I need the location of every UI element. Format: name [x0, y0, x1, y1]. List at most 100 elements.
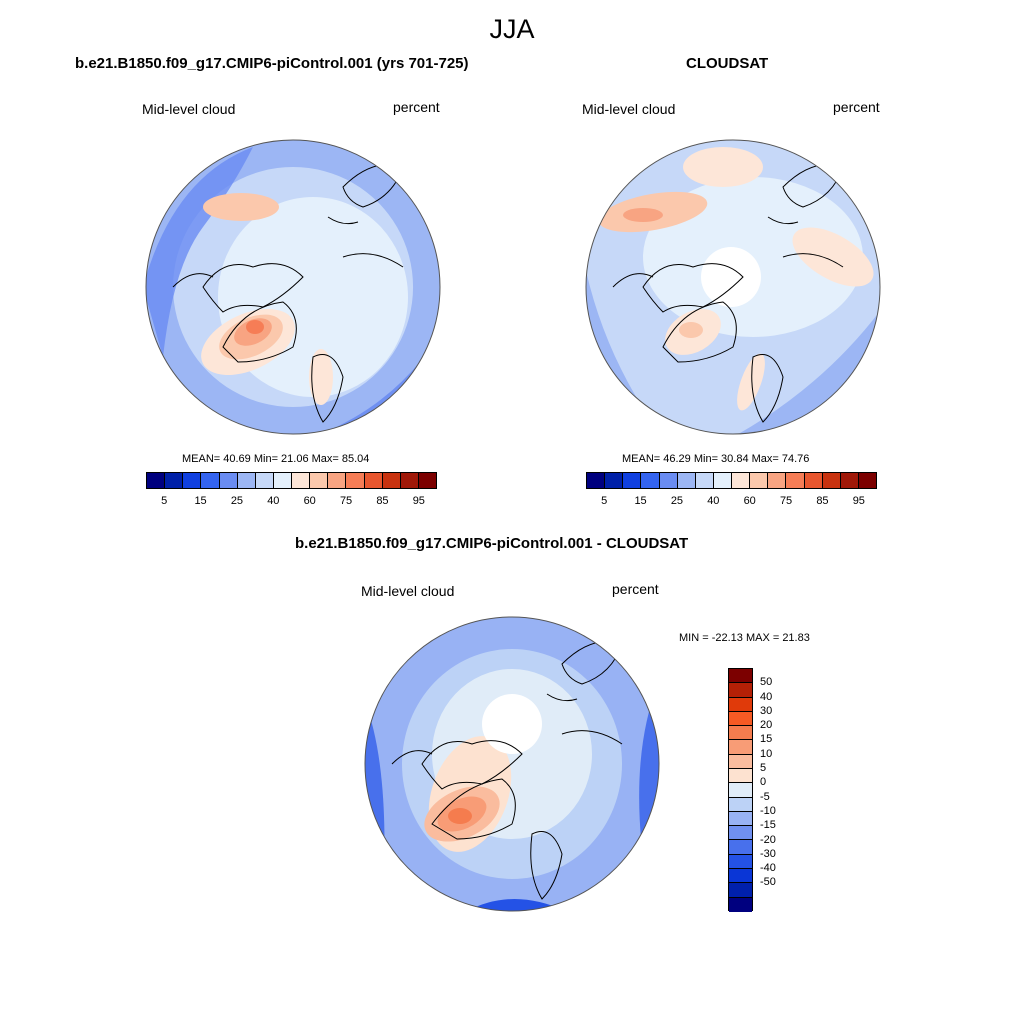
obs-coastline-4 [782, 164, 844, 208]
colorbar-tick-label: -20 [760, 833, 776, 846]
colorbar-swatch [729, 726, 752, 741]
colorbar-swatch [400, 473, 419, 488]
colorbar-swatch [183, 473, 202, 488]
colorbar-tick-label: 60 [743, 495, 756, 507]
colorbar-swatch [729, 868, 752, 884]
colorbar-tick-label: -15 [760, 819, 776, 832]
colorbar-tick-label: -10 [760, 804, 776, 817]
colorbar-swatch [840, 473, 859, 488]
colorbar-swatch [729, 711, 752, 727]
colorbar-tick-label: 25 [230, 495, 244, 507]
colorbar-tick-label: 75 [339, 495, 353, 507]
colorbar-swatch [328, 473, 347, 488]
model-coastline-3 [311, 354, 344, 423]
obs-asia-high-core [679, 322, 703, 338]
season-title: JJA [489, 14, 535, 44]
colorbar-swatch [786, 473, 805, 488]
colorbar-swatch [858, 473, 876, 488]
colorbar-tick-label: 15 [634, 495, 647, 507]
model-pacific-high [203, 193, 279, 221]
obs-panel-title: CLOUDSAT [686, 55, 769, 72]
diff-coastline-3 [530, 831, 563, 900]
colorbar-swatch [364, 473, 383, 488]
colorbar-swatch [677, 473, 696, 488]
colorbar-swatch [255, 473, 274, 488]
colorbar-swatch [273, 473, 292, 488]
model-scandinavia-high [309, 349, 333, 405]
colorbar-swatch [729, 740, 752, 755]
colorbar-swatch [418, 473, 436, 488]
colorbar-swatch [804, 473, 823, 488]
colorbar-swatch [729, 669, 752, 684]
colorbar-tick-label: 95 [852, 495, 865, 507]
colorbar-swatch [732, 473, 751, 488]
obs-colorbar-ticks: 5 15 25 40 60 75 85 95 [586, 495, 877, 509]
model-low-cloud-band [146, 147, 253, 357]
colorbar-tick-label: 20 [760, 719, 773, 732]
model-asia-high-4 [246, 320, 264, 334]
obs-coastline-5 [612, 216, 844, 288]
diff-colorbar-ticks: 50 40 30 20 15 10 5 0 -5 -10 -15 -20 -30 -40 -50 [760, 668, 800, 911]
diff-coastline-5 [391, 693, 623, 765]
model-variable-label: Mid-level cloud [142, 101, 236, 117]
diff-coastline-2 [431, 778, 516, 840]
colorbar-tick-label: 85 [816, 495, 829, 507]
obs-east-high [792, 227, 874, 287]
model-coastline-2 [222, 301, 297, 363]
colorbar-tick-label: 40 [707, 495, 720, 507]
colorbar-tick-label: -40 [760, 862, 776, 875]
colorbar-tick-label: 30 [760, 704, 773, 717]
diff-positive-asia-core [448, 808, 472, 824]
model-coastline-4 [342, 164, 404, 208]
model-colorbar [146, 472, 437, 489]
obs-coastline-1 [642, 263, 744, 313]
colorbar-tick-label: 5 [760, 762, 767, 775]
colorbar-swatch [729, 754, 752, 769]
colorbar-swatch [729, 883, 752, 898]
colorbar-swatch [382, 473, 401, 488]
colorbar-swatch [219, 473, 238, 488]
colorbar-tick-label: 15 [760, 733, 773, 746]
model-panel-title: b.e21.B1850.f09_g17.CMIP6-piControl.001 … [75, 55, 469, 72]
colorbar-swatch [165, 473, 184, 488]
colorbar-tick-label: 15 [194, 495, 207, 507]
colorbar-tick-label: 10 [760, 747, 773, 760]
diff-panel-title: b.e21.B1850.f09_g17.CMIP6-piControl.001 … [295, 535, 689, 552]
colorbar-tick-label: 75 [779, 495, 793, 507]
colorbar-swatch [713, 473, 732, 488]
colorbar-swatch [659, 473, 678, 488]
obs-units-label: percent [833, 99, 880, 115]
colorbar-tick-label: -50 [760, 876, 776, 889]
diff-polar-map [364, 616, 660, 912]
diff-units-label: percent [612, 581, 659, 597]
colorbar-tick-label: 0 [760, 776, 767, 789]
colorbar-swatch [729, 811, 752, 827]
colorbar-swatch [729, 768, 752, 784]
diff-colorbar [728, 668, 753, 912]
colorbar-swatch [605, 473, 624, 488]
colorbar-swatch [201, 473, 220, 488]
obs-polar-gap [701, 247, 761, 307]
colorbar-swatch [768, 473, 787, 488]
colorbar-swatch [310, 473, 329, 488]
colorbar-swatch [729, 840, 752, 855]
model-coastline-1 [202, 263, 304, 313]
colorbar-swatch [729, 683, 752, 698]
model-units-label: percent [393, 99, 440, 115]
colorbar-tick-label: 95 [412, 495, 425, 507]
colorbar-tick-label: 5 [161, 495, 168, 507]
colorbar-swatch [587, 473, 606, 488]
obs-coastline-2 [662, 301, 737, 363]
colorbar-tick-label: -30 [760, 847, 776, 860]
obs-polar-map [585, 139, 881, 435]
colorbar-swatch [750, 473, 769, 488]
colorbar-swatch [729, 783, 752, 798]
diff-coastline-4 [561, 641, 623, 685]
colorbar-swatch [729, 826, 752, 841]
colorbar-swatch [729, 897, 752, 912]
colorbar-tick-label: 5 [601, 495, 608, 507]
colorbar-tick-label: 85 [376, 495, 389, 507]
model-polar-map [145, 139, 441, 435]
model-stats: MEAN= 40.69 Min= 21.06 Max= 85.04 [182, 453, 370, 465]
model-coastline-5 [172, 216, 404, 288]
